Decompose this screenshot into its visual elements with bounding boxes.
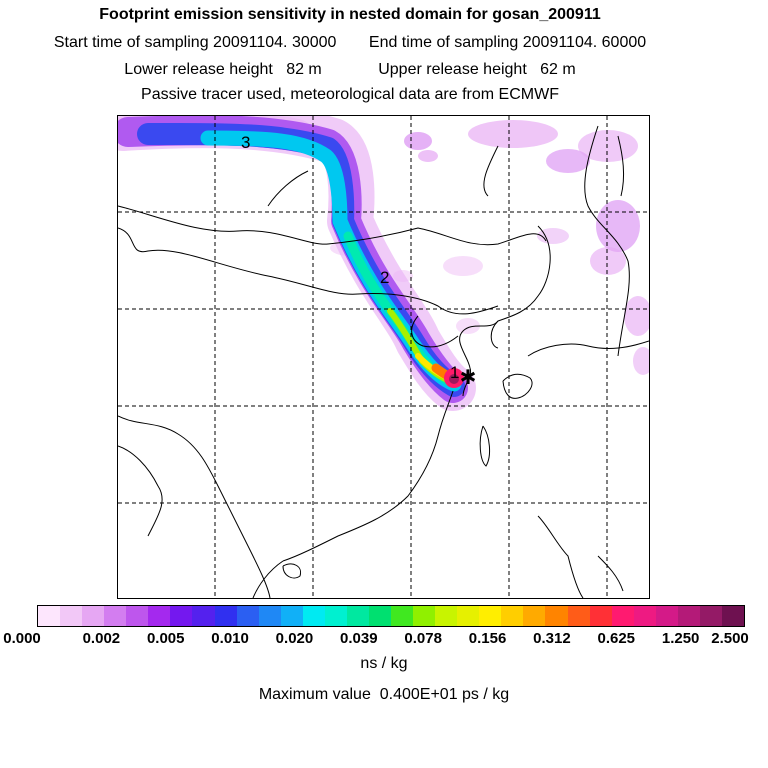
- end-time-label: End time of sampling: [368, 34, 519, 51]
- colorbar-cell: [457, 606, 480, 626]
- colorbar-cell: [633, 606, 656, 626]
- marker-3: 3: [241, 133, 250, 152]
- maximum-value-label: Maximum value: [258, 686, 371, 703]
- graticule: [118, 116, 649, 598]
- lower-height-value: 82 m: [286, 61, 322, 78]
- colorbar-tick-label: 0.078: [404, 630, 442, 647]
- colorbar-cell: [501, 606, 524, 626]
- colorbar-cell: [611, 606, 634, 626]
- colorbar-cell: [280, 606, 303, 626]
- colorbar-tick-label: 0.002: [82, 630, 121, 647]
- colorbar-tick-label: 0.020: [275, 630, 314, 647]
- colorbar-cell: [236, 606, 259, 626]
- northeast-coast: [584, 125, 630, 357]
- plume-layer-2: [118, 116, 468, 403]
- philippines: [537, 515, 584, 598]
- marker-2: 2: [380, 268, 389, 287]
- colorbar-tick-label: 0.312: [533, 630, 571, 647]
- map-canvas: ✱ 1 2 3: [118, 116, 649, 598]
- okhotsk-coast: [483, 145, 499, 197]
- japan-kyushu: [502, 373, 533, 399]
- maximum-value: 0.400E+01 ps / kg: [379, 686, 510, 703]
- map-title: Footprint emission sensitivity in nested…: [99, 6, 601, 23]
- plume: [118, 116, 476, 411]
- colorbar-cell: [391, 606, 414, 626]
- colorbar-cell: [567, 606, 590, 626]
- lower-height-label: Lower release height: [124, 61, 273, 78]
- colorbar-cell: [192, 606, 215, 626]
- colorbar-cell: [655, 606, 678, 626]
- plume-core-inner: [449, 374, 459, 384]
- start-time-label: Start time of sampling: [53, 34, 209, 51]
- colorbar-cell: [170, 606, 193, 626]
- colorbar-cell: [104, 606, 127, 626]
- mongolia-south: [118, 227, 499, 315]
- receptor-star-icon: ✱: [460, 365, 477, 389]
- colorbar-cell: [302, 606, 325, 626]
- start-time-value: 20091104. 30000: [213, 34, 337, 51]
- marker-1: 1: [450, 363, 459, 382]
- sakhalin: [617, 135, 625, 197]
- colorbar: [37, 605, 745, 627]
- sampling-time-line: Start time of sampling 20091104. 30000 E…: [0, 34, 700, 52]
- end-time-value: 20091104. 60000: [522, 34, 647, 51]
- bohai-coast: [411, 315, 459, 348]
- colorbar-cell: [214, 606, 237, 626]
- colorbar-tick-label: 2.500: [711, 630, 749, 647]
- colorbar-cell: [126, 606, 149, 626]
- southwest-border: [118, 415, 271, 598]
- korea-peninsula: [459, 320, 499, 397]
- russia-border: [267, 170, 309, 207]
- colorbar-tick-label: 0.005: [146, 630, 185, 647]
- colorbar-cell: [368, 606, 391, 626]
- colorbar-cell: [258, 606, 281, 626]
- release-height-line: Lower release height 82 m Upper release …: [0, 61, 700, 79]
- colorbar-cell: [721, 606, 744, 626]
- taiwan: [479, 425, 491, 467]
- east-china-coast: [282, 390, 454, 562]
- colorbar-cell: [479, 606, 502, 626]
- colorbar-tick-label: 0.000: [3, 630, 41, 647]
- colorbar-cell: [60, 606, 83, 626]
- colorbar-cell: [82, 606, 105, 626]
- upper-height-value: 62 m: [540, 61, 576, 78]
- coastlines: [118, 125, 649, 598]
- india-border: [118, 445, 163, 537]
- colorbar-unit: ns / kg: [360, 655, 408, 672]
- colorbar-cell: [699, 606, 722, 626]
- colorbar-cell: [38, 606, 61, 626]
- tracer-note: Passive tracer used, meteorological data…: [141, 86, 559, 103]
- colorbar-cell: [589, 606, 612, 626]
- colorbar-cell: [346, 606, 369, 626]
- colorbar-tick-label: 1.250: [661, 630, 700, 647]
- colorbar-cell: [523, 606, 546, 626]
- hainan: [282, 563, 302, 579]
- footprint-map: ✱ 1 2 3: [117, 115, 650, 599]
- colorbar-cell: [435, 606, 458, 626]
- colorbar-cell: [148, 606, 171, 626]
- colorbar-tick-label: 0.010: [211, 630, 249, 647]
- inner-line: [490, 225, 551, 349]
- colorbar-cell: [324, 606, 347, 626]
- colorbar-cell: [413, 606, 436, 626]
- colorbar-cell: [545, 606, 568, 626]
- colorbar-tick-label: 0.156: [468, 630, 507, 647]
- colorbar-cell: [677, 606, 700, 626]
- maximum-value-line: Maximum value 0.400E+01 ps / kg: [0, 686, 768, 704]
- colorbar-tick-label: 0.039: [340, 630, 378, 647]
- upper-height-label: Upper release height: [378, 61, 527, 78]
- colorbar-tick-label: 0.625: [597, 630, 636, 647]
- vietnam-coast: [252, 560, 284, 598]
- japan-honshu: [527, 340, 649, 357]
- philippines-south: [597, 555, 624, 592]
- china-mongolia-border: [118, 205, 547, 246]
